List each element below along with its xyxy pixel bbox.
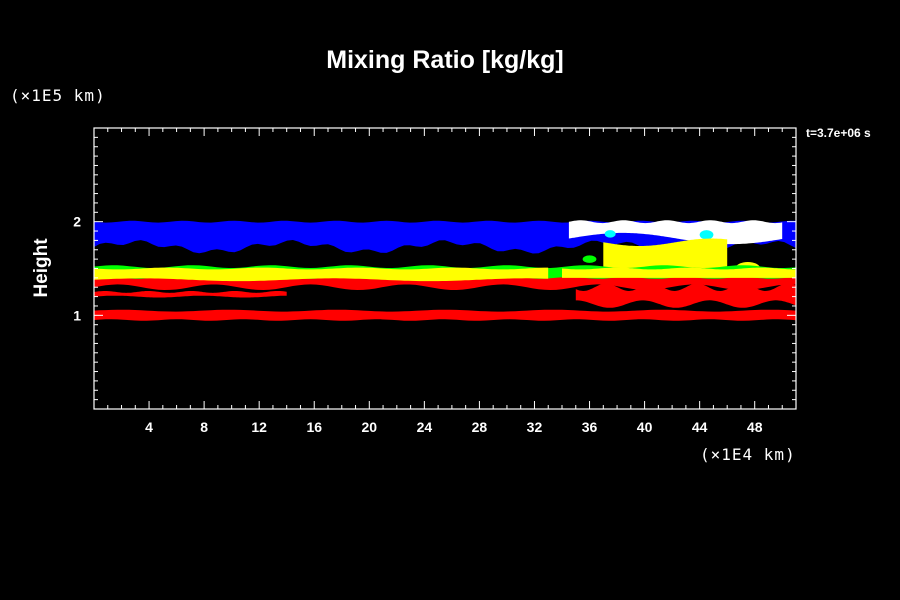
y-tick-label: 1 [73, 307, 81, 323]
upper-peak-region [568, 220, 783, 245]
x-tick-label: 24 [417, 419, 433, 435]
x-tick-label: 40 [637, 419, 653, 435]
middle-yellow-core-right [562, 267, 796, 278]
x-tick-label: 16 [306, 419, 322, 435]
x-tick-label: 8 [200, 419, 208, 435]
cyan-patch [699, 230, 714, 240]
x-tick-label: 4 [145, 419, 153, 435]
cyan-patch [604, 230, 616, 238]
x-tick-label: 32 [527, 419, 543, 435]
x-unit-label: (×1E4 km) [700, 445, 796, 464]
mixing-ratio-field [94, 220, 796, 321]
green-patch [582, 255, 597, 263]
x-tick-label: 20 [362, 419, 378, 435]
lower-layer-band [94, 309, 796, 321]
x-tick-label: 12 [251, 419, 267, 435]
chart-title: Mixing Ratio [kg/kg] [326, 46, 564, 74]
red-strand [94, 291, 287, 298]
time-label: t=3.7e+06 s [806, 126, 871, 140]
x-tick-label: 48 [747, 419, 763, 435]
red-scattered-region [575, 283, 796, 308]
x-tick-label: 28 [472, 419, 488, 435]
x-tick-label: 44 [692, 419, 708, 435]
x-tick-label: 36 [582, 419, 598, 435]
y-tick-label: 2 [73, 214, 81, 230]
middle-yellow-core-left [94, 267, 549, 282]
y-unit-label: (×1E5 km) [10, 86, 106, 105]
